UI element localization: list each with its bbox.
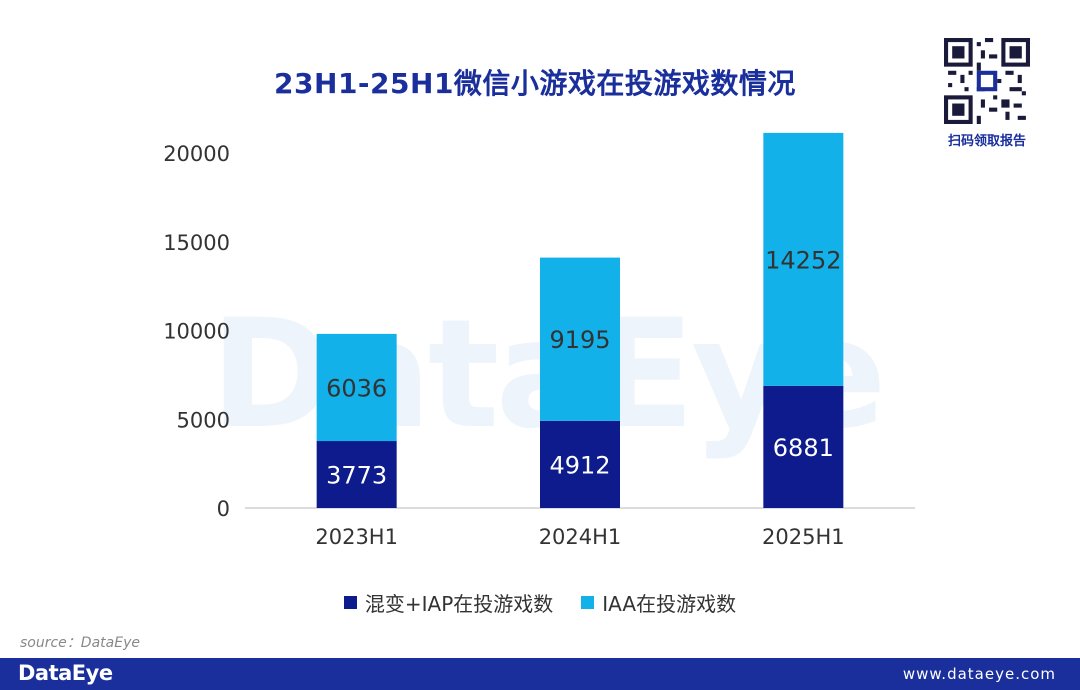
data-label: 6881 xyxy=(773,434,834,462)
legend-label: IAA在投游戏数 xyxy=(602,592,737,616)
source-note: source：DataEye xyxy=(20,635,140,651)
legend-swatch xyxy=(343,596,357,609)
bar-mixed-iap xyxy=(540,420,620,508)
y-tick-label: 5000 xyxy=(177,408,230,432)
qr-caption: 扫码领取报告 xyxy=(947,134,1026,149)
footer-bar: DataEye www.dataeye.com xyxy=(0,658,1080,690)
bar-iaa xyxy=(540,257,620,421)
x-tick-label: 2024H1 xyxy=(539,525,622,549)
footer-url: www.dataeye.com xyxy=(902,665,1056,683)
x-tick-label: 2023H1 xyxy=(315,525,398,549)
bar-iaa xyxy=(763,132,844,386)
legend-item-iaa: IAA在投游戏数 xyxy=(581,588,736,617)
x-tick-label: 2025H1 xyxy=(762,525,845,549)
bar-chart: 0 5000 10000 15000 20000 3773 6036 2023H1 4912 91… xyxy=(163,132,915,549)
chart-title: 23H1-25H1微信小游戏在投游戏数情况 xyxy=(274,67,796,100)
data-label: 4912 xyxy=(549,451,610,479)
legend-label: 混变+IAP在投游戏数 xyxy=(364,592,554,616)
y-tick-label: 15000 xyxy=(163,231,230,255)
footer-logo: DataEye xyxy=(18,661,113,685)
bar-mixed-iap xyxy=(763,385,844,508)
data-label: 6036 xyxy=(326,374,387,402)
data-label: 9195 xyxy=(549,326,610,354)
qr-code-icon xyxy=(944,38,1030,124)
legend: 混变+IAP在投游戏数 IAA在投游戏数 xyxy=(0,588,1080,617)
data-label: 3773 xyxy=(326,462,387,490)
y-tick-label: 10000 xyxy=(163,320,230,344)
bar-mixed-iap xyxy=(316,441,397,508)
y-tick-label: 20000 xyxy=(163,142,230,166)
data-label: 14252 xyxy=(765,246,841,274)
legend-item-mixed-iap: 混变+IAP在投游戏数 xyxy=(343,588,554,617)
legend-swatch xyxy=(581,596,595,609)
y-tick-label: 0 xyxy=(217,497,230,521)
bar-iaa xyxy=(316,333,397,442)
